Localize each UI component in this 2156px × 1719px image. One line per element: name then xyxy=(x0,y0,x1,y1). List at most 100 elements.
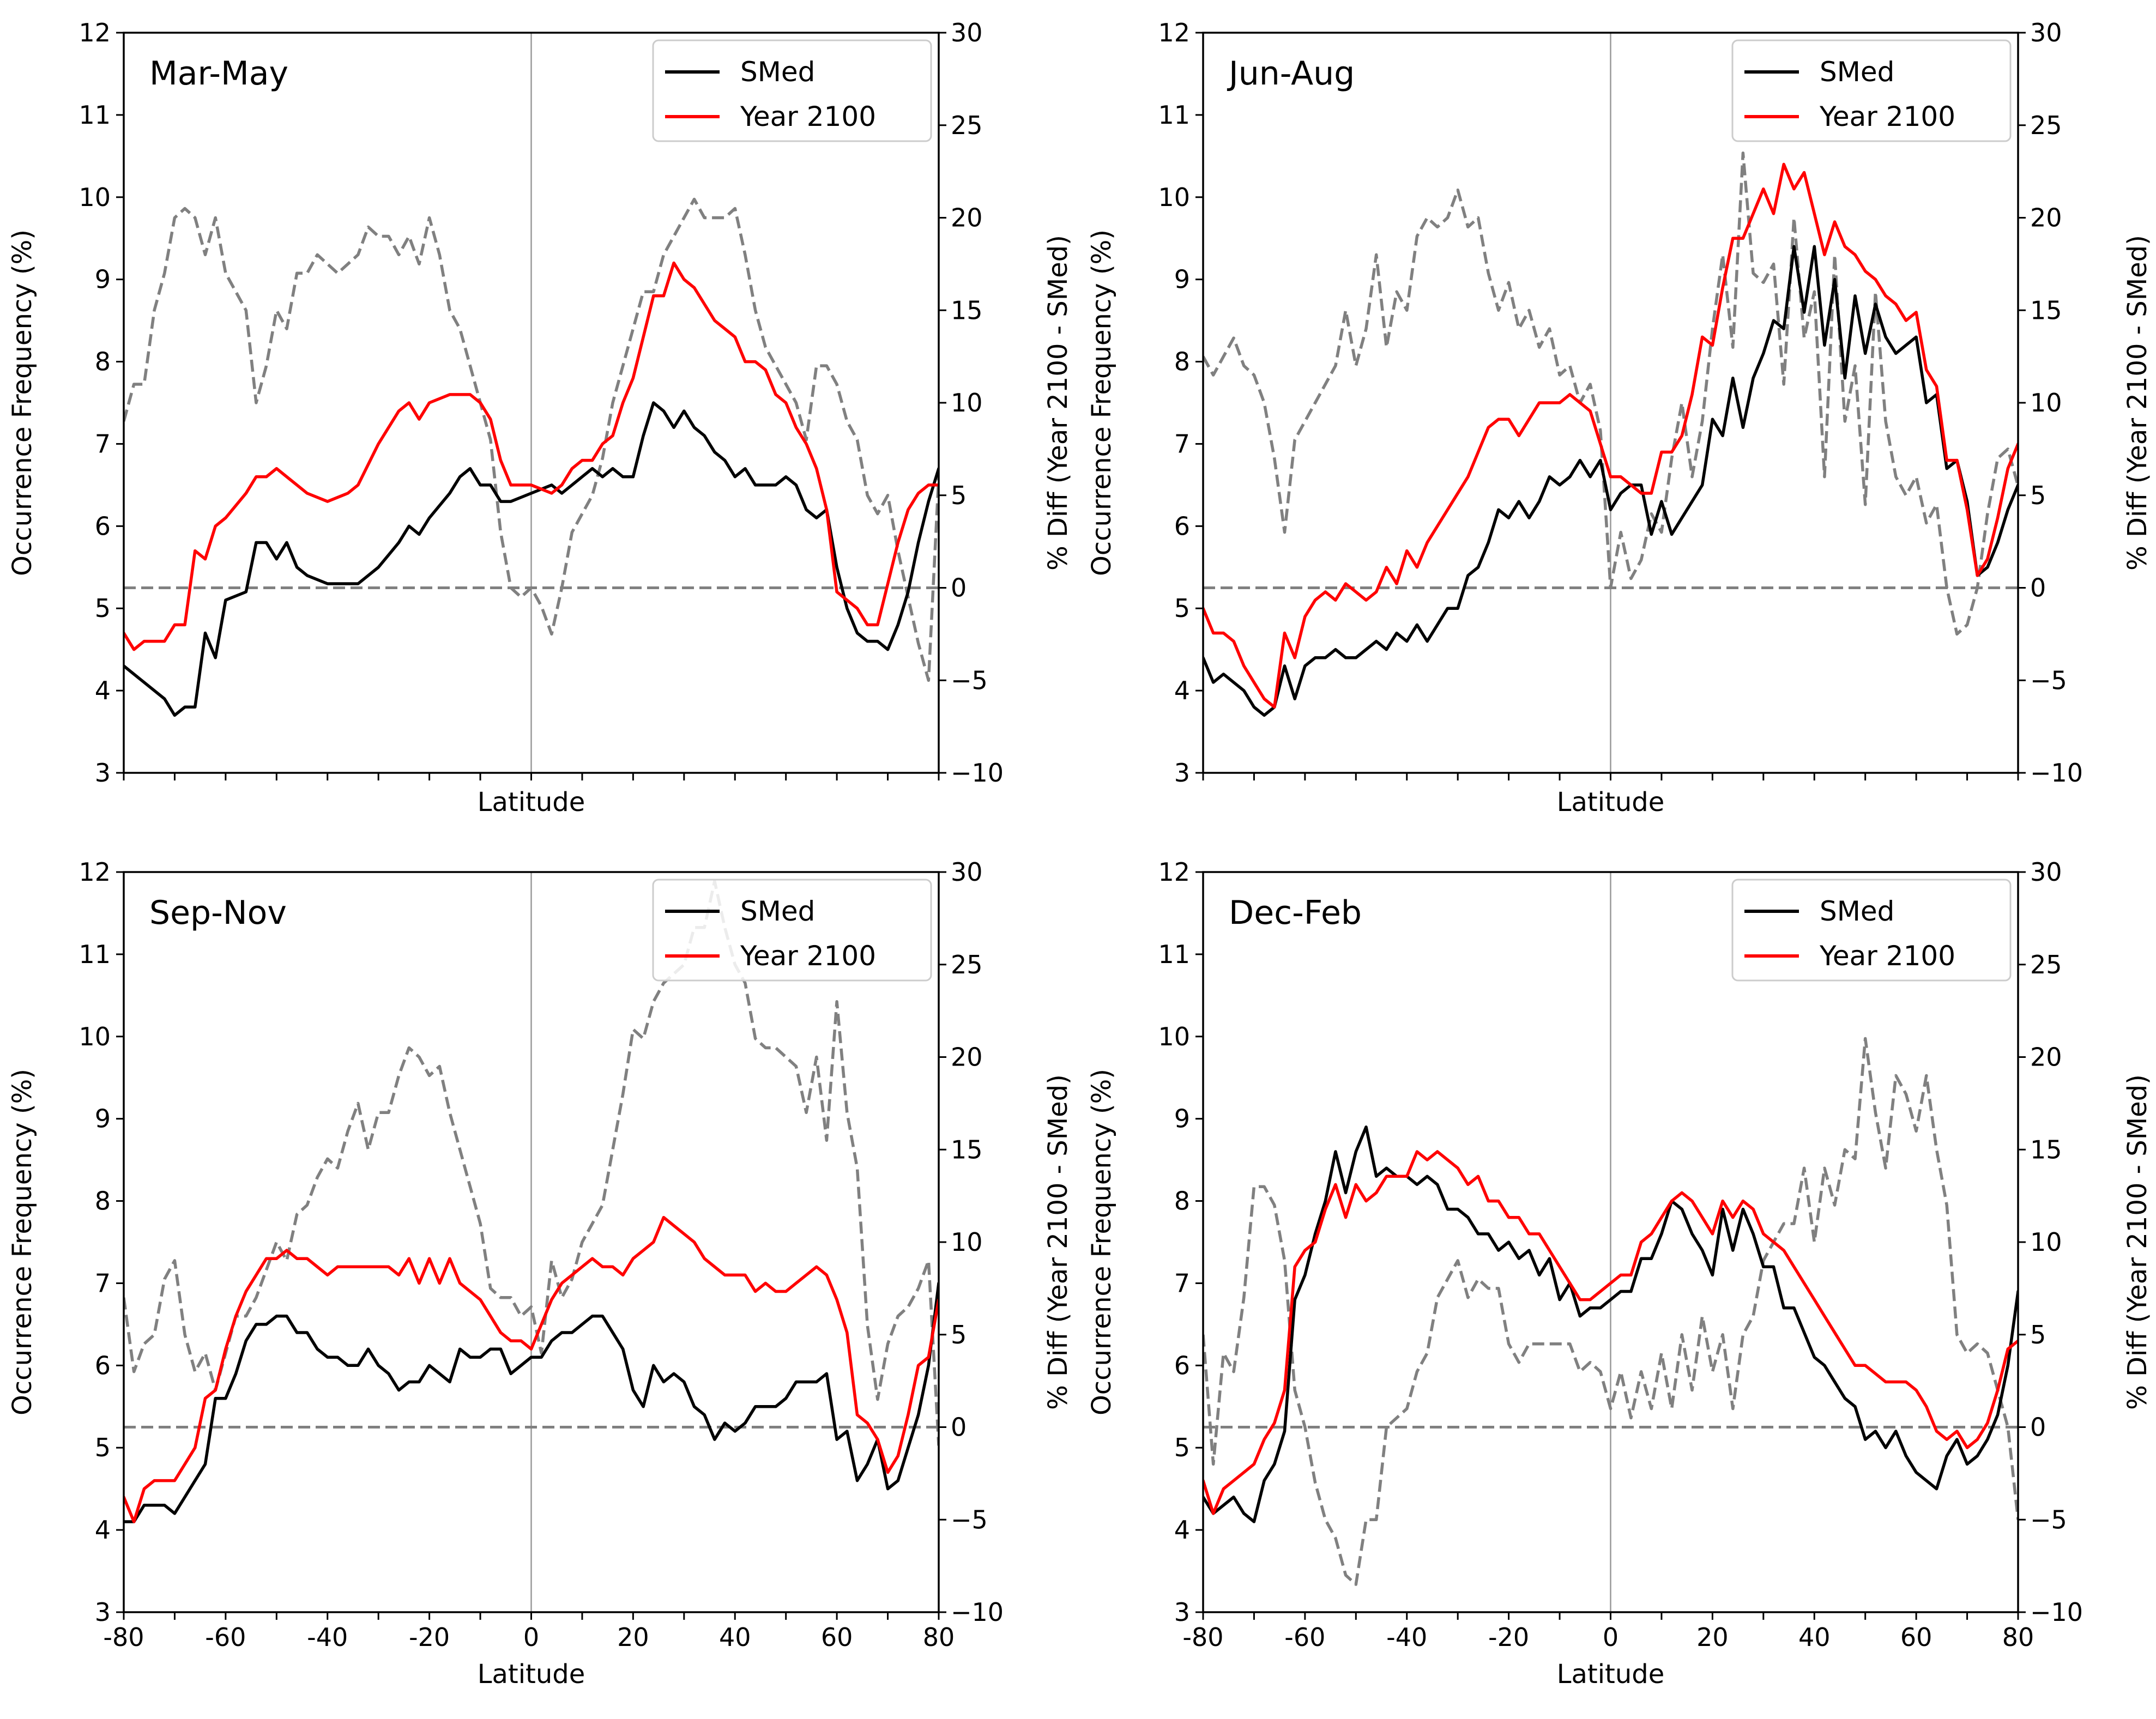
x-tick-label: -40 xyxy=(1386,1623,1427,1652)
panel-dec-feb: 3 4 5 6 7 8 9 10 11 12 −10 −5 0 5 10 15 20 25 30 -80 -60 -40 -… xyxy=(1086,857,2153,1690)
y2-tick-label: −10 xyxy=(2030,758,2083,788)
y-axis-label: Occurrence Frequency (%) xyxy=(1086,1069,1117,1415)
x-tick-label: 60 xyxy=(1900,1623,1932,1652)
y2-tick-label: 15 xyxy=(951,1135,983,1164)
x-tick-label: 80 xyxy=(2002,1623,2034,1652)
x-tick-label: 40 xyxy=(719,1623,751,1652)
y2-tick-label: 25 xyxy=(951,950,983,979)
y-tick-label: 11 xyxy=(1158,940,1190,969)
y-tick-label: 7 xyxy=(1174,1268,1190,1298)
y-tick-label: 6 xyxy=(95,1351,111,1380)
legend-label-year2100: Year 2100 xyxy=(740,940,876,972)
y-tick-label: 8 xyxy=(1174,347,1190,377)
y-tick-label: 5 xyxy=(1174,594,1190,623)
y2-axis-label: % Diff (Year 2100 - SMed) xyxy=(2122,235,2153,571)
legend-label-smed: SMed xyxy=(740,56,815,88)
y-tick-label: 10 xyxy=(1158,1022,1190,1051)
year2100-line xyxy=(124,1215,939,1523)
panel-title: Jun-Aug xyxy=(1227,55,1355,93)
smed-line xyxy=(124,1281,939,1523)
x-tick-label: -80 xyxy=(1182,1623,1223,1652)
y2-tick-label: −5 xyxy=(951,1505,988,1534)
legend: SMed Year 2100 xyxy=(1731,879,2012,982)
y2-axis-label: % Diff (Year 2100 - SMed) xyxy=(1043,1074,1073,1410)
legend: SMed Year 2100 xyxy=(1731,39,2012,142)
y-tick-label: 11 xyxy=(78,940,111,969)
x-tick-label: -60 xyxy=(205,1623,246,1652)
y-tick-label: 3 xyxy=(95,758,111,788)
y-tick-label: 5 xyxy=(1174,1433,1190,1462)
legend-box xyxy=(652,39,932,142)
x-tick-label: -60 xyxy=(1284,1623,1325,1652)
diff-line xyxy=(1203,1037,2018,1586)
y-tick-label: 7 xyxy=(1174,429,1190,458)
legend: SMed Year 2100 xyxy=(652,879,932,982)
y-tick-label: 4 xyxy=(1174,1515,1190,1545)
y-tick-label: 8 xyxy=(95,347,111,377)
y2-tick-label: 25 xyxy=(951,111,983,140)
y-tick-label: 4 xyxy=(95,1515,111,1545)
legend-box xyxy=(1731,39,2012,142)
y2-tick-label: −5 xyxy=(2030,1505,2067,1534)
y-tick-label: 9 xyxy=(95,1104,111,1134)
legend-label-smed: SMed xyxy=(740,895,815,927)
y-tick-label: 6 xyxy=(1174,1351,1190,1380)
y2-tick-label: 0 xyxy=(951,573,967,603)
y-tick-label: 11 xyxy=(78,100,111,130)
y2-axis-label: % Diff (Year 2100 - SMed) xyxy=(2122,1074,2153,1410)
y2-tick-label: 20 xyxy=(951,1043,983,1072)
y-tick-label: 11 xyxy=(1158,100,1190,130)
y-tick-label: 9 xyxy=(1174,265,1190,294)
x-axis-label: Latitude xyxy=(478,787,585,818)
y2-tick-label: 5 xyxy=(951,481,967,510)
y2-tick-label: 25 xyxy=(2030,950,2062,979)
y-axis-label: Occurrence Frequency (%) xyxy=(7,229,38,576)
diff-line xyxy=(1203,151,2018,636)
year2100-line xyxy=(124,261,939,651)
y-tick-label: 12 xyxy=(78,857,111,887)
plot-area xyxy=(1203,33,2018,773)
y2-tick-label: 10 xyxy=(951,388,983,417)
y2-tick-label: 30 xyxy=(951,18,983,47)
legend-label-year2100: Year 2100 xyxy=(740,101,876,132)
diff-line xyxy=(124,197,939,682)
y-tick-label: 10 xyxy=(78,183,111,212)
x-tick-label: 20 xyxy=(1696,1623,1729,1652)
diff-line xyxy=(124,880,939,1446)
y-tick-label: 8 xyxy=(1174,1187,1190,1216)
y2-tick-label: 0 xyxy=(2030,1413,2046,1442)
x-tick-label: -80 xyxy=(103,1623,144,1652)
y-tick-label: 3 xyxy=(95,1597,111,1627)
y2-tick-label: 5 xyxy=(2030,1320,2046,1349)
legend-label-smed: SMed xyxy=(1820,56,1894,88)
x-axis-label: Latitude xyxy=(1557,787,1665,818)
y2-tick-label: 20 xyxy=(2030,1043,2062,1072)
legend-label-smed: SMed xyxy=(1820,895,1894,927)
x-tick-label: 0 xyxy=(523,1623,539,1652)
panel-title: Sep-Nov xyxy=(149,894,287,932)
legend-box xyxy=(652,879,932,982)
y-tick-label: 5 xyxy=(95,1433,111,1462)
y-tick-label: 12 xyxy=(78,18,111,47)
panel-title: Dec-Feb xyxy=(1229,894,1362,932)
x-axis-label: Latitude xyxy=(1557,1659,1665,1690)
y2-tick-label: 10 xyxy=(2030,1227,2062,1257)
y2-tick-label: 5 xyxy=(2030,481,2046,510)
y-tick-label: 9 xyxy=(1174,1104,1190,1134)
x-tick-label: 80 xyxy=(923,1623,955,1652)
y2-tick-label: 30 xyxy=(951,857,983,887)
y-tick-label: 7 xyxy=(95,1268,111,1298)
y2-tick-label: −5 xyxy=(951,665,988,695)
year2100-line xyxy=(1203,162,2018,709)
y2-tick-label: 0 xyxy=(951,1413,967,1442)
x-axis-label: Latitude xyxy=(478,1659,585,1690)
y-tick-label: 6 xyxy=(95,511,111,541)
y2-tick-label: 15 xyxy=(2030,1135,2062,1164)
y2-tick-label: 25 xyxy=(2030,111,2062,140)
y-tick-label: 9 xyxy=(95,265,111,294)
year2100-line xyxy=(1203,1150,2018,1515)
panel-title: Mar-May xyxy=(149,55,288,93)
plot-area xyxy=(124,872,939,1612)
y2-tick-label: 5 xyxy=(951,1320,967,1349)
